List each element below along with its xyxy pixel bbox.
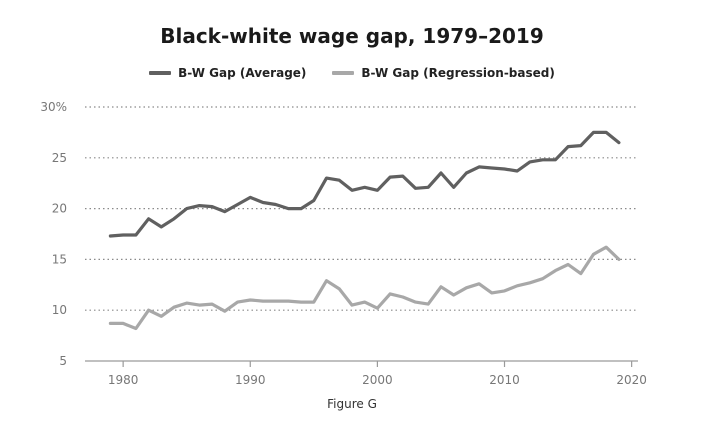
legend-item-average: B-W Gap (Average) [149,66,306,80]
x-tick-label-1990: 1990 [235,373,266,387]
x-tick-label-1980: 1980 [108,373,139,387]
legend-label-average: B-W Gap (Average) [178,66,307,80]
figure-caption: Figure G [327,397,377,411]
series-line-average [108,130,621,238]
legend-swatch-regression [332,71,355,75]
y-tick-label-15: 15 [52,252,67,266]
legend-swatch-average [149,71,172,75]
legend: B-W Gap (Average) B-W Gap (Regression-ba… [0,66,704,80]
y-tick-label-10: 10 [52,303,67,317]
legend-item-regression: B-W Gap (Regression-based) [332,66,555,80]
legend-label-regression: B-W Gap (Regression-based) [361,66,555,80]
y-tick-label-20: 20 [52,202,67,216]
series-line-regression [108,245,621,331]
x-tick-label-2020: 2020 [616,373,647,387]
y-tick-label-30: 30% [40,100,67,114]
x-tick-label-2000: 2000 [362,373,393,387]
x-tick-label-2010: 2010 [489,373,520,387]
y-tick-label-25: 25 [52,151,67,165]
chart-title: Black-white wage gap, 1979–2019 [160,24,544,48]
y-tick-label-5: 5 [59,354,67,368]
